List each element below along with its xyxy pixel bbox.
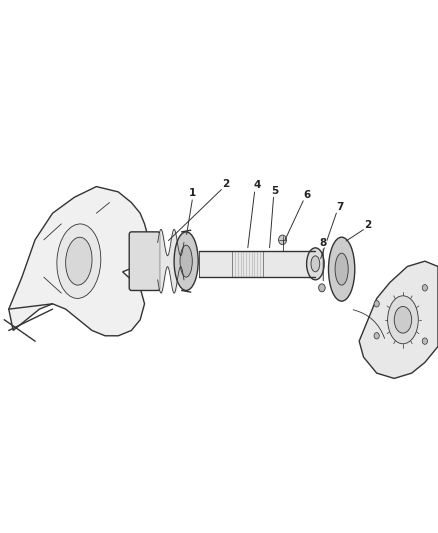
PathPatch shape [359, 261, 438, 378]
Ellipse shape [422, 338, 427, 344]
PathPatch shape [9, 187, 149, 336]
Bar [232, 251, 263, 277]
Text: 1: 1 [189, 188, 196, 198]
Ellipse shape [374, 301, 379, 307]
Ellipse shape [279, 235, 286, 245]
Ellipse shape [335, 253, 348, 285]
Ellipse shape [374, 333, 379, 339]
Ellipse shape [394, 306, 412, 333]
Text: 6: 6 [303, 190, 310, 199]
Ellipse shape [66, 237, 92, 285]
Bar [199, 251, 315, 277]
Text: 4: 4 [254, 181, 261, 190]
Ellipse shape [422, 285, 427, 291]
FancyBboxPatch shape [129, 232, 160, 290]
Ellipse shape [328, 237, 355, 301]
Ellipse shape [174, 232, 198, 290]
Text: 7: 7 [336, 202, 343, 212]
Ellipse shape [180, 245, 192, 277]
Ellipse shape [388, 296, 418, 344]
Ellipse shape [57, 224, 101, 298]
Ellipse shape [318, 284, 325, 292]
Ellipse shape [311, 256, 320, 272]
Text: 2: 2 [364, 220, 371, 230]
Text: 5: 5 [271, 186, 278, 196]
Ellipse shape [307, 248, 324, 280]
Text: 2: 2 [222, 179, 229, 189]
Text: 8: 8 [320, 238, 327, 247]
